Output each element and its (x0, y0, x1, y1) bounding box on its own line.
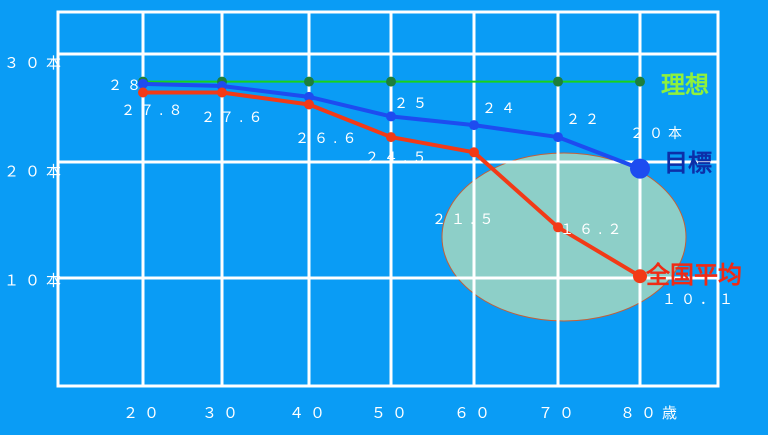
data-point (138, 78, 148, 89)
series-label: 目標 (664, 149, 712, 177)
data-label: ２８ (108, 78, 146, 94)
data-point (469, 147, 479, 158)
data-point (386, 111, 396, 122)
data-point (217, 87, 227, 98)
data-label: ２２ (566, 112, 604, 128)
data-label: ２０本 (630, 126, 687, 142)
data-point (138, 87, 148, 98)
plot-frame (56, 10, 720, 388)
x-tick-label: ８０歳 (620, 404, 683, 422)
data-label: １０．１ (662, 292, 738, 308)
data-label: １６.２ (560, 222, 626, 238)
data-label: ２４ (482, 101, 520, 117)
x-tick-label: ４０ (289, 404, 331, 422)
data-point (553, 76, 563, 87)
x-tick-label: ７０ (538, 404, 580, 422)
y-tick-label: ３０本 (4, 54, 67, 72)
data-label: ２６.６ (295, 131, 361, 147)
data-point (304, 91, 314, 102)
data-label: ２５ (394, 96, 432, 112)
data-point (635, 76, 645, 87)
data-point (386, 132, 396, 143)
x-tick-label: ５０ (371, 404, 413, 422)
data-point (304, 99, 314, 110)
y-tick-label: ２０本 (4, 163, 67, 181)
data-point (553, 222, 563, 233)
y-tick-label: １０本 (4, 271, 67, 289)
series-label: 理想 (661, 71, 709, 99)
data-point (553, 132, 563, 143)
series-label: 全国平均 (645, 261, 742, 289)
data-label: ２７.８ (121, 103, 187, 119)
x-tick-label: ３０ (202, 404, 244, 422)
data-point (630, 158, 650, 179)
x-tick-label: ６０ (454, 404, 496, 422)
data-point (469, 120, 479, 131)
x-tick-label: ２０ (123, 404, 165, 422)
data-label: ２４.５ (365, 150, 431, 166)
data-label: ２７.６ (201, 110, 267, 126)
data-point (633, 269, 647, 284)
data-point (304, 76, 314, 87)
data-label: ２１.５ (432, 212, 498, 228)
data-point (386, 76, 396, 87)
